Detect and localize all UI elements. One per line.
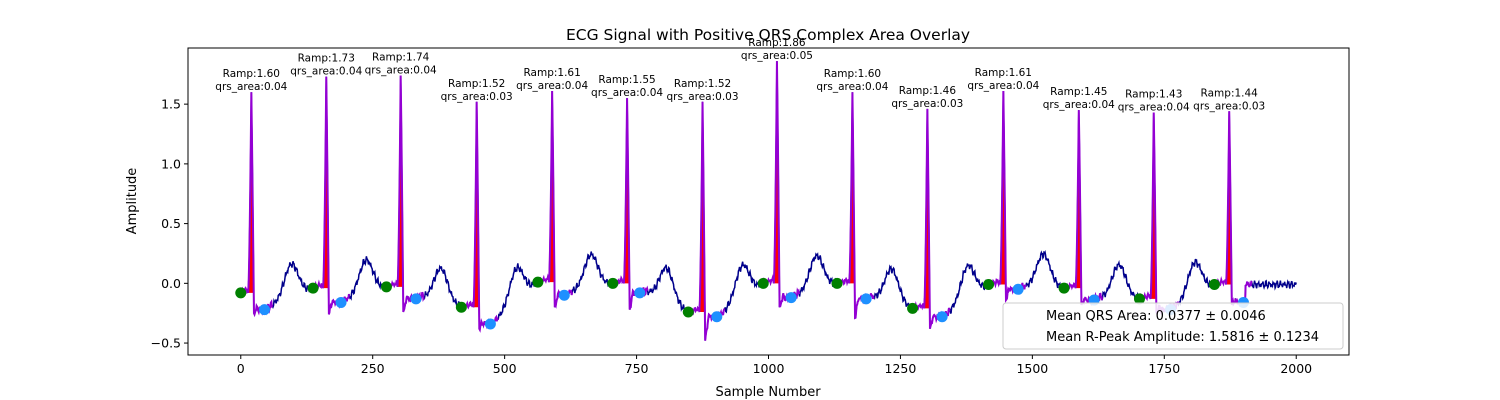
qrs-offset-marker-8 [785,292,797,304]
qrs-onset-marker-14 [1208,279,1220,291]
ramp-label-4: Ramp:1.52 [448,78,505,90]
ramp-label-5: Ramp:1.61 [523,67,580,79]
ramp-label-11: Ramp:1.61 [975,67,1032,79]
qrs-onset-marker-4 [455,301,467,313]
qrs-area-label-1: qrs_area:0.04 [215,81,287,93]
y-tick-label: 0.0 [161,276,181,291]
qrs-area-label-5: qrs_area:0.04 [516,80,588,92]
ramp-label-12: Ramp:1.45 [1050,86,1107,98]
qrs-offset-marker-1 [259,304,271,316]
qrs-onset-marker-12 [1058,282,1070,294]
y-tick-label: 1.5 [161,97,181,112]
qrs-area-label-3: qrs_area:0.04 [365,64,437,76]
y-axis-label: Amplitude [125,168,140,235]
qrs-area-label-4: qrs_area:0.03 [441,91,513,103]
qrs-area-label-7: qrs_area:0.03 [667,91,739,103]
x-axis: 0 250 500 750 1000 1250 1500 1750 2000 [237,355,1312,376]
x-tick-label: 1250 [885,361,917,376]
qrs-area-label-2: qrs_area:0.04 [290,66,362,78]
qrs-onset-marker-10 [907,302,919,314]
y-tick-label: 0.5 [161,216,181,231]
x-axis-label: Sample Number [715,385,821,400]
legend: Mean QRS Area: 0.0377 ± 0.0046 Mean R-Pe… [1002,302,1344,350]
y-tick-label: 1.0 [161,156,181,171]
ramp-label-13: Ramp:1.43 [1125,89,1182,101]
qrs-onset-marker-8 [757,277,769,289]
qrs-onset-marker-11 [983,279,995,291]
qrs-onset-marker-2 [307,282,319,294]
qrs-onset-marker-13 [1133,293,1145,305]
chart-title: ECG Signal with Positive QRS Complex Are… [566,26,970,44]
qrs-area-label-9: qrs_area:0.04 [816,81,888,93]
y-axis: −0.5 0.0 0.5 1.0 1.5 [151,97,188,351]
qrs-area-label-14: qrs_area:0.03 [1193,100,1265,112]
qrs-area-label-8: qrs_area:0.05 [741,50,813,62]
legend-box [1002,302,1344,350]
x-tick-label: 1750 [1148,361,1180,376]
qrs-offset-marker-11 [1012,283,1024,295]
qrs-offset-marker-10 [936,311,948,323]
ramp-label-6: Ramp:1.55 [598,74,655,86]
qrs-offset-marker-7 [711,311,723,323]
ramp-label-3: Ramp:1.74 [372,51,430,63]
ramp-label-10: Ramp:1.46 [899,85,957,97]
ramp-label-2: Ramp:1.73 [298,53,355,65]
legend-entry-r-peak: Mean R-Peak Amplitude: 1.5816 ± 0.1234 [1046,330,1319,345]
qrs-onset-marker-9 [831,277,843,289]
qrs-area-label-13: qrs_area:0.04 [1118,102,1190,114]
x-tick-label: 500 [493,361,517,376]
x-tick-label: 750 [625,361,649,376]
qrs-onset-marker-3 [380,281,392,293]
qrs-offset-marker-4 [484,318,496,330]
y-tick-label: −0.5 [151,336,181,351]
ramp-label-8: Ramp:1.86 [748,37,806,49]
x-tick-label: 0 [237,361,245,376]
annotation-layer: Ramp:1.60qrs_area:0.04Ramp:1.73qrs_area:… [215,37,1265,113]
qrs-offset-marker-3 [410,293,422,305]
qrs-onset-marker-5 [532,276,544,288]
ramp-label-1: Ramp:1.60 [223,68,280,80]
qrs-onset-marker-6 [607,277,619,289]
qrs-area-label-11: qrs_area:0.04 [967,80,1039,92]
x-tick-label: 2000 [1280,361,1312,376]
x-tick-label: 1500 [1016,361,1048,376]
qrs-offset-marker-2 [335,296,347,308]
qrs-onset-marker-1 [235,287,247,299]
ramp-label-7: Ramp:1.52 [674,78,731,90]
qrs-onset-marker-7 [682,306,694,318]
ramp-label-14: Ramp:1.44 [1201,87,1259,99]
qrs-offset-marker-5 [558,289,570,301]
qrs-area-label-10: qrs_area:0.03 [891,98,963,110]
qrs-area-label-12: qrs_area:0.04 [1043,99,1115,111]
qrs-offset-marker-6 [634,287,646,299]
legend-entry-qrs-area: Mean QRS Area: 0.0377 ± 0.0046 [1046,309,1266,324]
x-tick-label: 250 [361,361,385,376]
qrs-area-label-6: qrs_area:0.04 [591,87,663,99]
ramp-label-9: Ramp:1.60 [824,68,881,80]
qrs-offset-marker-9 [860,293,872,305]
x-tick-label: 1000 [753,361,785,376]
